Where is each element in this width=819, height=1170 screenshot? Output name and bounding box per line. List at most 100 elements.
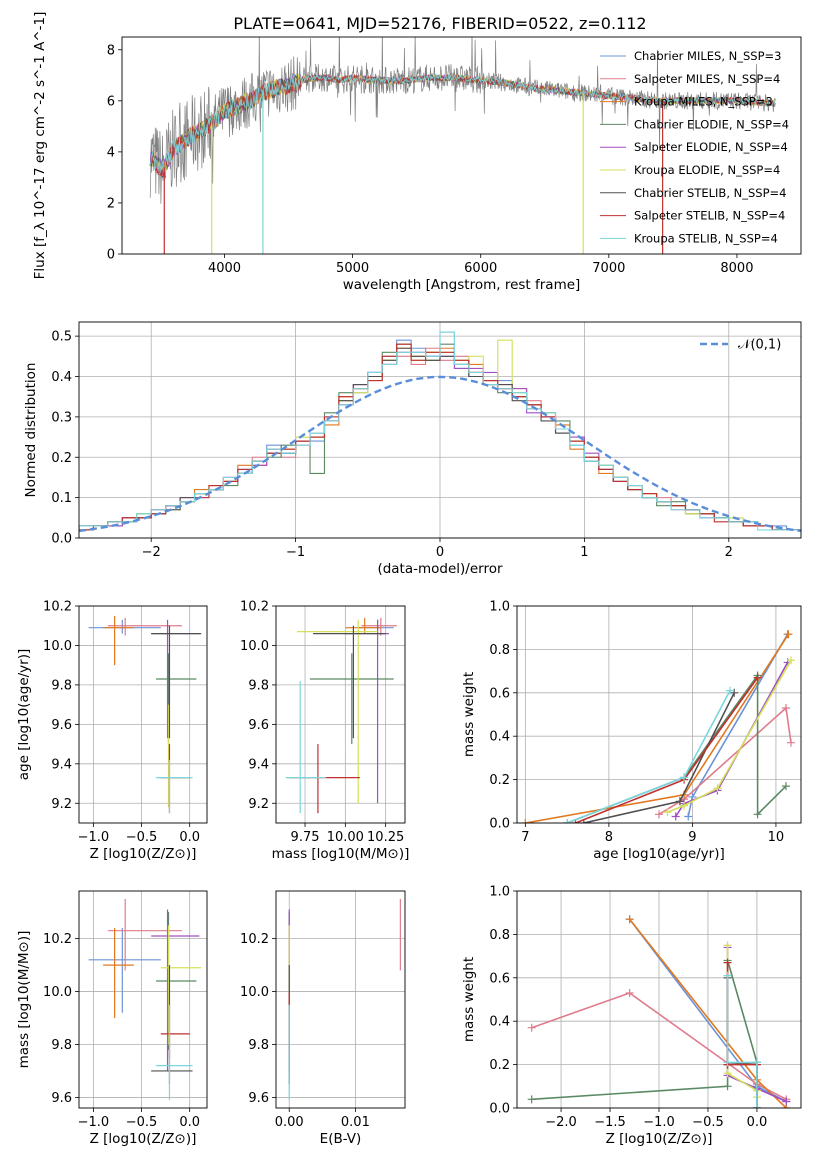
age_vs_Z-chart: −1.0 −0.5 0.0 9.2 9.4 9.6 9.8 10.0 10.2 Z [log10(… <box>16 600 208 862</box>
y-tick-label: 0.8 <box>489 928 510 943</box>
y-tick-label: 0.4 <box>51 370 72 385</box>
x-tick-label: 7000 <box>592 261 625 276</box>
y-tick-label: 0 <box>107 248 115 263</box>
x-axis-label: Z [log10(Z/Z⊙)] <box>90 1131 197 1147</box>
legend-label: Kroupa STELIB, N_SSP=4 <box>634 231 778 245</box>
y-axis-label: mass weight <box>461 672 477 757</box>
y-tick-label: 9.2 <box>248 797 269 812</box>
x-tick-label: 10.00 <box>327 830 364 845</box>
residuals-legend: 𝒩(0,1) <box>700 338 781 353</box>
y-tick-label: 0.8 <box>489 643 510 658</box>
x-tick-label: −1.0 <box>643 1115 675 1130</box>
legend-label: Salpeter MILES, N_SSP=4 <box>634 72 780 86</box>
y-tick-label: 0.5 <box>51 330 72 345</box>
series-marker-kroupa_stelib <box>752 1104 761 1108</box>
legend-label: Chabrier STELIB, N_SSP=4 <box>634 186 786 200</box>
massweight_vs_Z-plot-area <box>527 915 791 1108</box>
x-tick-label: 7 <box>521 830 529 845</box>
x-axis-label: mass [log10(M/M⊙)] <box>272 846 410 862</box>
x-tick-label: −1.0 <box>78 1115 110 1130</box>
legend-label: Chabrier MILES, N_SSP=3 <box>634 49 781 63</box>
x-tick-label: −2.0 <box>545 1115 577 1130</box>
series-marker-kroupa_elodie <box>713 784 722 793</box>
y-tick-label: 9.2 <box>51 797 72 812</box>
y-tick-label: 10.2 <box>43 932 72 947</box>
y-tick-label: 1.0 <box>489 885 510 900</box>
y-tick-label: 9.6 <box>248 1091 269 1106</box>
age_vs_mass-plot-area <box>285 617 397 814</box>
x-tick-label: 0.00 <box>275 1115 304 1130</box>
series-marker-chabrier_stelib <box>675 797 684 806</box>
series-marker-kroupa_stelib <box>563 819 572 823</box>
y-tick-label: 0.0 <box>489 1102 510 1117</box>
series-marker-kroupa_elodie <box>786 656 795 665</box>
series-marker-chabrier_elodie <box>753 810 762 819</box>
y-axis-label: age [log10(age/yr)] <box>16 649 32 781</box>
x-tick-label: 10.25 <box>367 830 404 845</box>
y-tick-label: 9.4 <box>51 757 72 772</box>
legend-label: Salpeter ELODIE, N_SSP=4 <box>634 140 788 154</box>
legend-label: Chabrier ELODIE, N_SSP=4 <box>634 117 789 131</box>
x-axis-label: wavelength [Angstrom, rest frame] <box>343 277 581 293</box>
x-axis-label: E(B-V) <box>320 1131 362 1147</box>
y-tick-label: 10.0 <box>240 639 269 654</box>
y-tick-label: 0.2 <box>489 773 510 788</box>
y-tick-label: 0.3 <box>51 410 72 425</box>
y-tick-label: 0.6 <box>489 686 510 701</box>
series-marker-salpeter_elodie <box>782 1097 791 1106</box>
x-tick-label: 10 <box>768 830 785 845</box>
series-marker-salpeter_miles <box>655 810 663 819</box>
normal-curve <box>79 375 801 533</box>
series-marker-kroupa_stelib <box>752 1058 761 1067</box>
spectrum-legend: Chabrier MILES, N_SSP=3 Salpeter MILES, N… <box>600 49 789 245</box>
series-marker-chabrier_elodie <box>527 1095 536 1104</box>
x-tick-label: 0.0 <box>179 830 200 845</box>
series-marker-chabrier_elodie <box>781 782 790 791</box>
legend-label: Salpeter STELIB, N_SSP=4 <box>634 209 785 223</box>
mass_vs_ebv-chart: 0.00 0.01 9.6 9.8 10.0 10.2 E(B-V) <box>240 890 406 1147</box>
series-marker-chabrier_stelib <box>730 688 739 697</box>
y-tick-label: 10.0 <box>43 985 72 1000</box>
series-marker-kroupa_stelib <box>680 773 689 782</box>
y-tick-label: 9.8 <box>248 678 269 693</box>
legend-label: Kroupa ELODIE, N_SSP=4 <box>634 163 780 177</box>
x-tick-label: 0.0 <box>179 1115 200 1130</box>
x-axis-label: Z [log10(Z/Z⊙)] <box>90 846 197 862</box>
x-axis-label: age [log10(age/yr)] <box>593 846 725 862</box>
series-marker-kroupa_stelib <box>723 1058 732 1067</box>
massweight_vs_age-chart: 7 8 9 10 0.0 0.2 0.4 0.6 0.8 1.0 age [log10(age/yr… <box>461 600 802 862</box>
y-tick-label: 8 <box>107 43 115 58</box>
series-marker-kroupa_elodie <box>723 1069 732 1078</box>
residuals-plot-area <box>79 331 801 533</box>
series-marker-salpeter_elodie <box>671 812 680 821</box>
y-axis-label: mass [log10(M/M⊙)] <box>16 931 32 1069</box>
series-marker-salpeter_miles <box>781 703 790 712</box>
axes-frame <box>275 890 406 1109</box>
x-tick-label: 9 <box>688 830 696 845</box>
axes-frame <box>78 605 208 824</box>
series-marker-salpeter_stelib <box>753 673 762 682</box>
y-tick-label: 10.0 <box>43 639 72 654</box>
series-marker-kroupa_stelib <box>726 686 734 695</box>
x-tick-label: −1.0 <box>78 830 110 845</box>
y-tick-label: 1.0 <box>489 600 510 615</box>
y-tick-label: 9.8 <box>248 1038 269 1053</box>
axes-frame <box>516 605 802 824</box>
x-tick-label: −1.5 <box>594 1115 626 1130</box>
figure-title: PLATE=0641, MJD=52176, FIBERID=0522, z=0… <box>233 14 646 33</box>
x-tick-label: 0 <box>436 545 444 560</box>
massweight_vs_Z-chart: −2.0 −1.5 −1.0 −0.5 0.0 0.0 0.2 0.4 0.6 0.8 1.0 Z [… <box>461 885 802 1147</box>
x-axis-label: Z [log10(Z/Z⊙)] <box>606 1131 713 1147</box>
x-tick-label: −2 <box>142 545 161 560</box>
y-tick-label: 4 <box>107 145 115 160</box>
x-tick-label: 8 <box>605 830 613 845</box>
mass_vs_Z-plot-area <box>88 898 202 1101</box>
y-tick-label: 10.0 <box>240 985 269 1000</box>
series-marker-salpeter_miles <box>527 1023 536 1032</box>
x-tick-label: −1 <box>286 545 305 560</box>
y-tick-label: 10.2 <box>240 600 269 615</box>
spectrum-plot-area <box>149 37 776 254</box>
y-tick-label: 0.4 <box>489 1015 510 1030</box>
x-tick-label: 0.0 <box>747 1115 768 1130</box>
y-tick-label: 0.2 <box>489 1058 510 1073</box>
